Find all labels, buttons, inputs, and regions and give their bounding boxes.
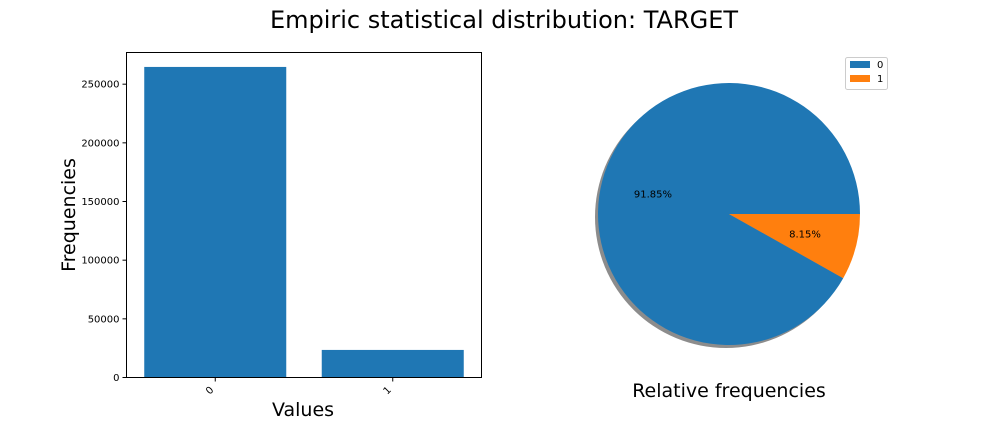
pie-slice-0 [598, 83, 861, 345]
pie-slices [598, 83, 861, 345]
y-tick-label: 0 [113, 373, 119, 384]
figure-title: Empiric statistical distribution: TARGET [270, 6, 738, 34]
y-tick-label: 150000 [81, 197, 119, 208]
pie-slice-label: 91.85% [634, 190, 672, 201]
bar-1 [321, 349, 464, 378]
bar-chart-frame [126, 52, 482, 378]
bar-y-axis-label: Frequencies [58, 158, 80, 272]
bar-x-axis-label: Values [272, 399, 334, 421]
legend-label: 1 [877, 74, 883, 85]
legend-swatch-1 [850, 75, 870, 82]
y-tick-label: 200000 [81, 138, 119, 149]
pie-legend: 01 [845, 57, 888, 90]
pie-slice-1 [729, 214, 860, 279]
y-tick-label: 100000 [81, 256, 119, 267]
x-tick-label: 0 [204, 385, 216, 397]
pie-slice-label: 8.15% [789, 229, 821, 240]
pie-slice-labels: 91.85% 8.15% [634, 190, 821, 241]
bar-series [144, 66, 464, 378]
legend-label: 0 [877, 60, 883, 71]
y-axis: 0 50000 100000 150000 200000 250000 [81, 80, 127, 384]
y-tick-label: 50000 [88, 314, 120, 325]
legend-swatch-0 [850, 61, 870, 68]
pie-chart: 91.85%8.15% Relative frequencies 01 [595, 57, 888, 402]
pie-x-axis-label: Relative frequencies [632, 380, 826, 402]
x-tick-label: 1 [382, 385, 394, 397]
y-tick-label: 250000 [81, 80, 119, 91]
bar-0 [144, 66, 287, 378]
